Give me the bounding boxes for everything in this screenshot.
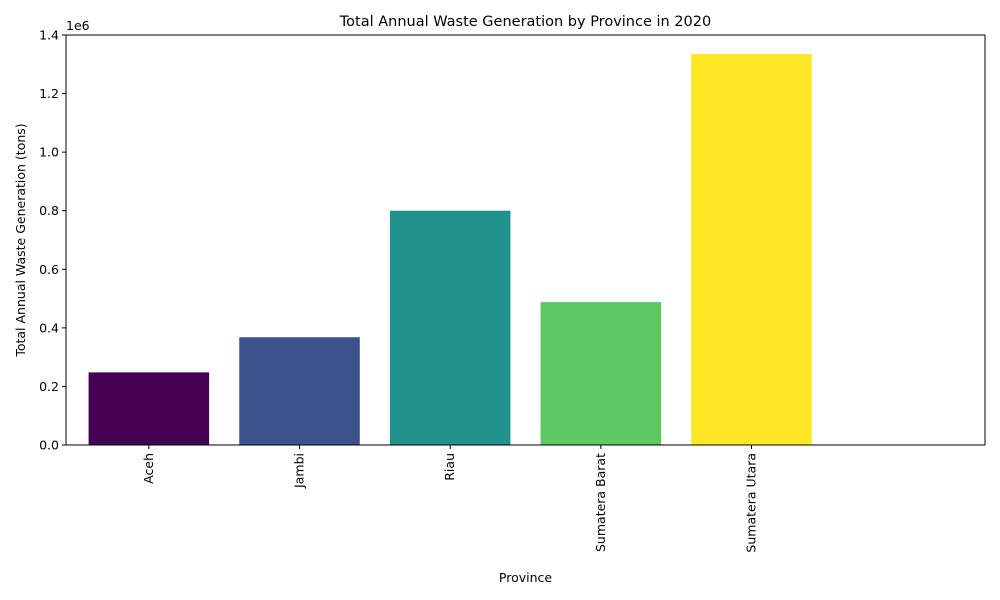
y-axis-label: Total Annual Waste Generation (tons) bbox=[13, 123, 28, 357]
x-tick-label: Sumatera Utara bbox=[743, 453, 758, 553]
bar-jambi bbox=[239, 337, 360, 445]
x-tick-label: Jambi bbox=[292, 453, 307, 489]
plot-frame bbox=[65, 34, 986, 446]
y-offset-label: 1e6 bbox=[66, 18, 90, 33]
bar-sumatera-barat bbox=[540, 302, 662, 445]
y-tick-label: 0.2 bbox=[39, 379, 59, 394]
y-tick-label: 1.0 bbox=[39, 145, 59, 160]
y-tick-label: 0.0 bbox=[39, 438, 59, 453]
ticks-group: Aceh Jambi Riau Sumatera Barat Sumatera Utar… bbox=[39, 28, 758, 553]
y-tick-label: 0.6 bbox=[39, 262, 59, 277]
x-tick-label: Aceh bbox=[141, 453, 156, 484]
x-tick-label: Riau bbox=[442, 453, 457, 481]
y-tick-label: 0.8 bbox=[39, 203, 59, 218]
x-tick-label: Sumatera Barat bbox=[593, 453, 608, 552]
y-tick-label: 1.4 bbox=[39, 28, 59, 43]
y-tick-label: 1.2 bbox=[39, 86, 59, 101]
bar-aceh bbox=[88, 372, 210, 445]
bar-sumatera-utara bbox=[691, 54, 812, 446]
bar-riau bbox=[389, 210, 511, 445]
chart-title: Total Annual Waste Generation by Provinc… bbox=[339, 14, 711, 30]
y-tick-label: 0.4 bbox=[39, 320, 59, 335]
bars-group bbox=[88, 54, 812, 446]
x-axis-label: Province bbox=[499, 570, 552, 585]
